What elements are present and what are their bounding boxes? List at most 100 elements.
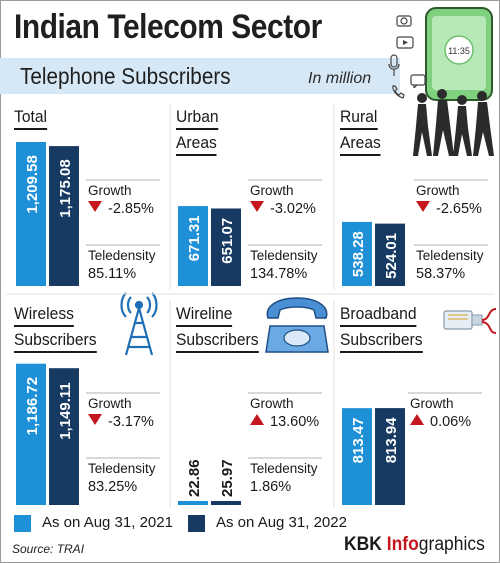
bar-value-label: 1,149.11 (57, 382, 74, 440)
panel-title-line: Subscribers (14, 329, 97, 353)
bar-rural-areas-2022 (375, 223, 405, 286)
bar-value-label: 524.01 (383, 233, 400, 279)
bar-value-label: 671.31 (186, 215, 203, 261)
bar-value-label: 1,186.72 (24, 377, 41, 435)
teledensity-label-urban-areas: Teledensity (250, 248, 318, 263)
panel-title-line: Wireline (176, 303, 233, 327)
growth-percent: -2.85% (108, 201, 154, 217)
teledensity-label-wireline-subscribers: Teledensity (250, 461, 318, 476)
video-icon (396, 36, 414, 49)
growth-percent: 0.06% (430, 414, 472, 430)
brand-logo: KBK Infographics (344, 534, 485, 556)
teledensity-value-wireless-subscribers: 83.25% (88, 479, 138, 495)
people-walking-illustration (413, 89, 494, 156)
down-arrow-icon (250, 201, 264, 212)
legend-label-2021: As on Aug 31, 2021 (42, 514, 173, 531)
legend-label-2022: As on Aug 31, 2022 (216, 514, 347, 531)
teledensity-value-wireline-subscribers: 1.86% (250, 479, 292, 495)
phone-call-icon (392, 85, 405, 99)
growth-label-urban-areas: Growth (250, 183, 294, 198)
unit-label: In million (308, 70, 372, 87)
bar-wireline-subscribers-2021 (178, 501, 208, 505)
bar-broadband-subscribers-2022 (375, 408, 405, 505)
teledensity-value-rural-areas: 58.37% (416, 266, 466, 282)
growth-percent: -3.17% (108, 414, 154, 430)
bar-value-label: 813.94 (383, 417, 400, 464)
brand-suffix: graphics (418, 534, 485, 555)
bar-value-label: 538.28 (350, 231, 367, 277)
smartphone-icon: 11:35 (425, 7, 493, 101)
teledensity-label-total: Teledensity (88, 248, 156, 263)
bar-value-label: 651.07 (219, 218, 236, 264)
bar-urban-areas-2021 (178, 206, 208, 286)
growth-value-rural-areas: -2.65% (416, 201, 482, 217)
growth-percent: -2.65% (436, 201, 482, 217)
panel-title-broadband-subscribers: Broadband Subscribers (340, 301, 423, 353)
panel-title-rural-areas: Rural Areas (340, 104, 381, 156)
panel-title-line: Urban (176, 106, 219, 130)
down-arrow-icon (88, 414, 102, 425)
down-arrow-icon (88, 201, 102, 212)
teledensity-label-rural-areas: Teledensity (416, 248, 484, 263)
page-subtitle: Telephone Subscribers (20, 63, 231, 89)
panel-title-line: Wireless (14, 303, 74, 327)
bar-broadband-subscribers-2021 (342, 408, 372, 505)
growth-percent: 13.60% (270, 414, 320, 430)
panel-title-line: Subscribers (176, 329, 259, 353)
bar-value-label: 1,175.08 (57, 159, 74, 217)
up-arrow-icon (410, 414, 424, 425)
page-title: Indian Telecom Sector (14, 8, 322, 46)
brand-prefix: KBK (344, 534, 387, 555)
panel-title-line: Subscribers (340, 329, 423, 353)
up-arrow-icon (250, 414, 264, 425)
panel-title-line: Rural (340, 106, 378, 130)
bar-wireless-subscribers-2021 (16, 363, 46, 505)
growth-percent: -3.02% (270, 201, 316, 217)
growth-label-total: Growth (88, 183, 132, 198)
panel-title-line: Areas (340, 132, 381, 156)
growth-value-total: -2.85% (88, 201, 154, 217)
brand-highlight: Info (386, 534, 419, 555)
growth-value-wireline-subscribers: 13.60% (250, 414, 319, 430)
growth-value-urban-areas: -3.02% (250, 201, 316, 217)
growth-value-broadband-subscribers: 0.06% (410, 414, 471, 430)
teledensity-value-urban-areas: 134.78% (250, 266, 308, 282)
growth-label-wireline-subscribers: Growth (250, 396, 294, 411)
bar-value-label: 1,209.58 (24, 155, 41, 213)
growth-label-broadband-subscribers: Growth (410, 396, 454, 411)
growth-value-wireless-subscribers: -3.17% (88, 414, 154, 430)
panel-title-line: Broadband (340, 303, 417, 327)
bar-value-label: 22.86 (186, 459, 203, 497)
microphone-icon (388, 54, 400, 76)
teledensity-value-total: 85.11% (88, 266, 137, 282)
panel-title-line: Total (14, 106, 48, 130)
telephone-icon (265, 297, 329, 353)
cell-tower-icon (120, 292, 158, 356)
message-icon (410, 74, 426, 88)
bar-value-label: 25.97 (219, 459, 236, 497)
bar-total-2021 (16, 142, 46, 286)
panel-title-line: Areas (176, 132, 217, 156)
growth-label-rural-areas: Growth (416, 183, 460, 198)
legend-swatch-2021 (14, 515, 31, 532)
source-note: Source: TRAI (12, 542, 85, 556)
svg-text:11:35: 11:35 (448, 46, 470, 56)
panel-title-wireline-subscribers: Wireline Subscribers (176, 301, 259, 353)
panel-title-total: Total (14, 104, 48, 130)
bar-wireline-subscribers-2022 (211, 501, 241, 505)
panel-title-wireless-subscribers: Wireless Subscribers (14, 301, 97, 353)
down-arrow-icon (416, 201, 430, 212)
bar-total-2022 (49, 146, 79, 286)
bar-wireless-subscribers-2022 (49, 368, 79, 505)
panel-title-urban-areas: Urban Areas (176, 104, 219, 156)
bar-value-label: 813.47 (350, 417, 367, 463)
ethernet-cable-icon (443, 308, 497, 334)
subtitle-band (0, 58, 400, 94)
legend-swatch-2022 (188, 515, 205, 532)
bar-urban-areas-2022 (211, 208, 241, 286)
bar-rural-areas-2021 (342, 221, 372, 286)
camera-icon (396, 15, 412, 27)
teledensity-label-wireless-subscribers: Teledensity (88, 461, 156, 476)
growth-label-wireless-subscribers: Growth (88, 396, 132, 411)
